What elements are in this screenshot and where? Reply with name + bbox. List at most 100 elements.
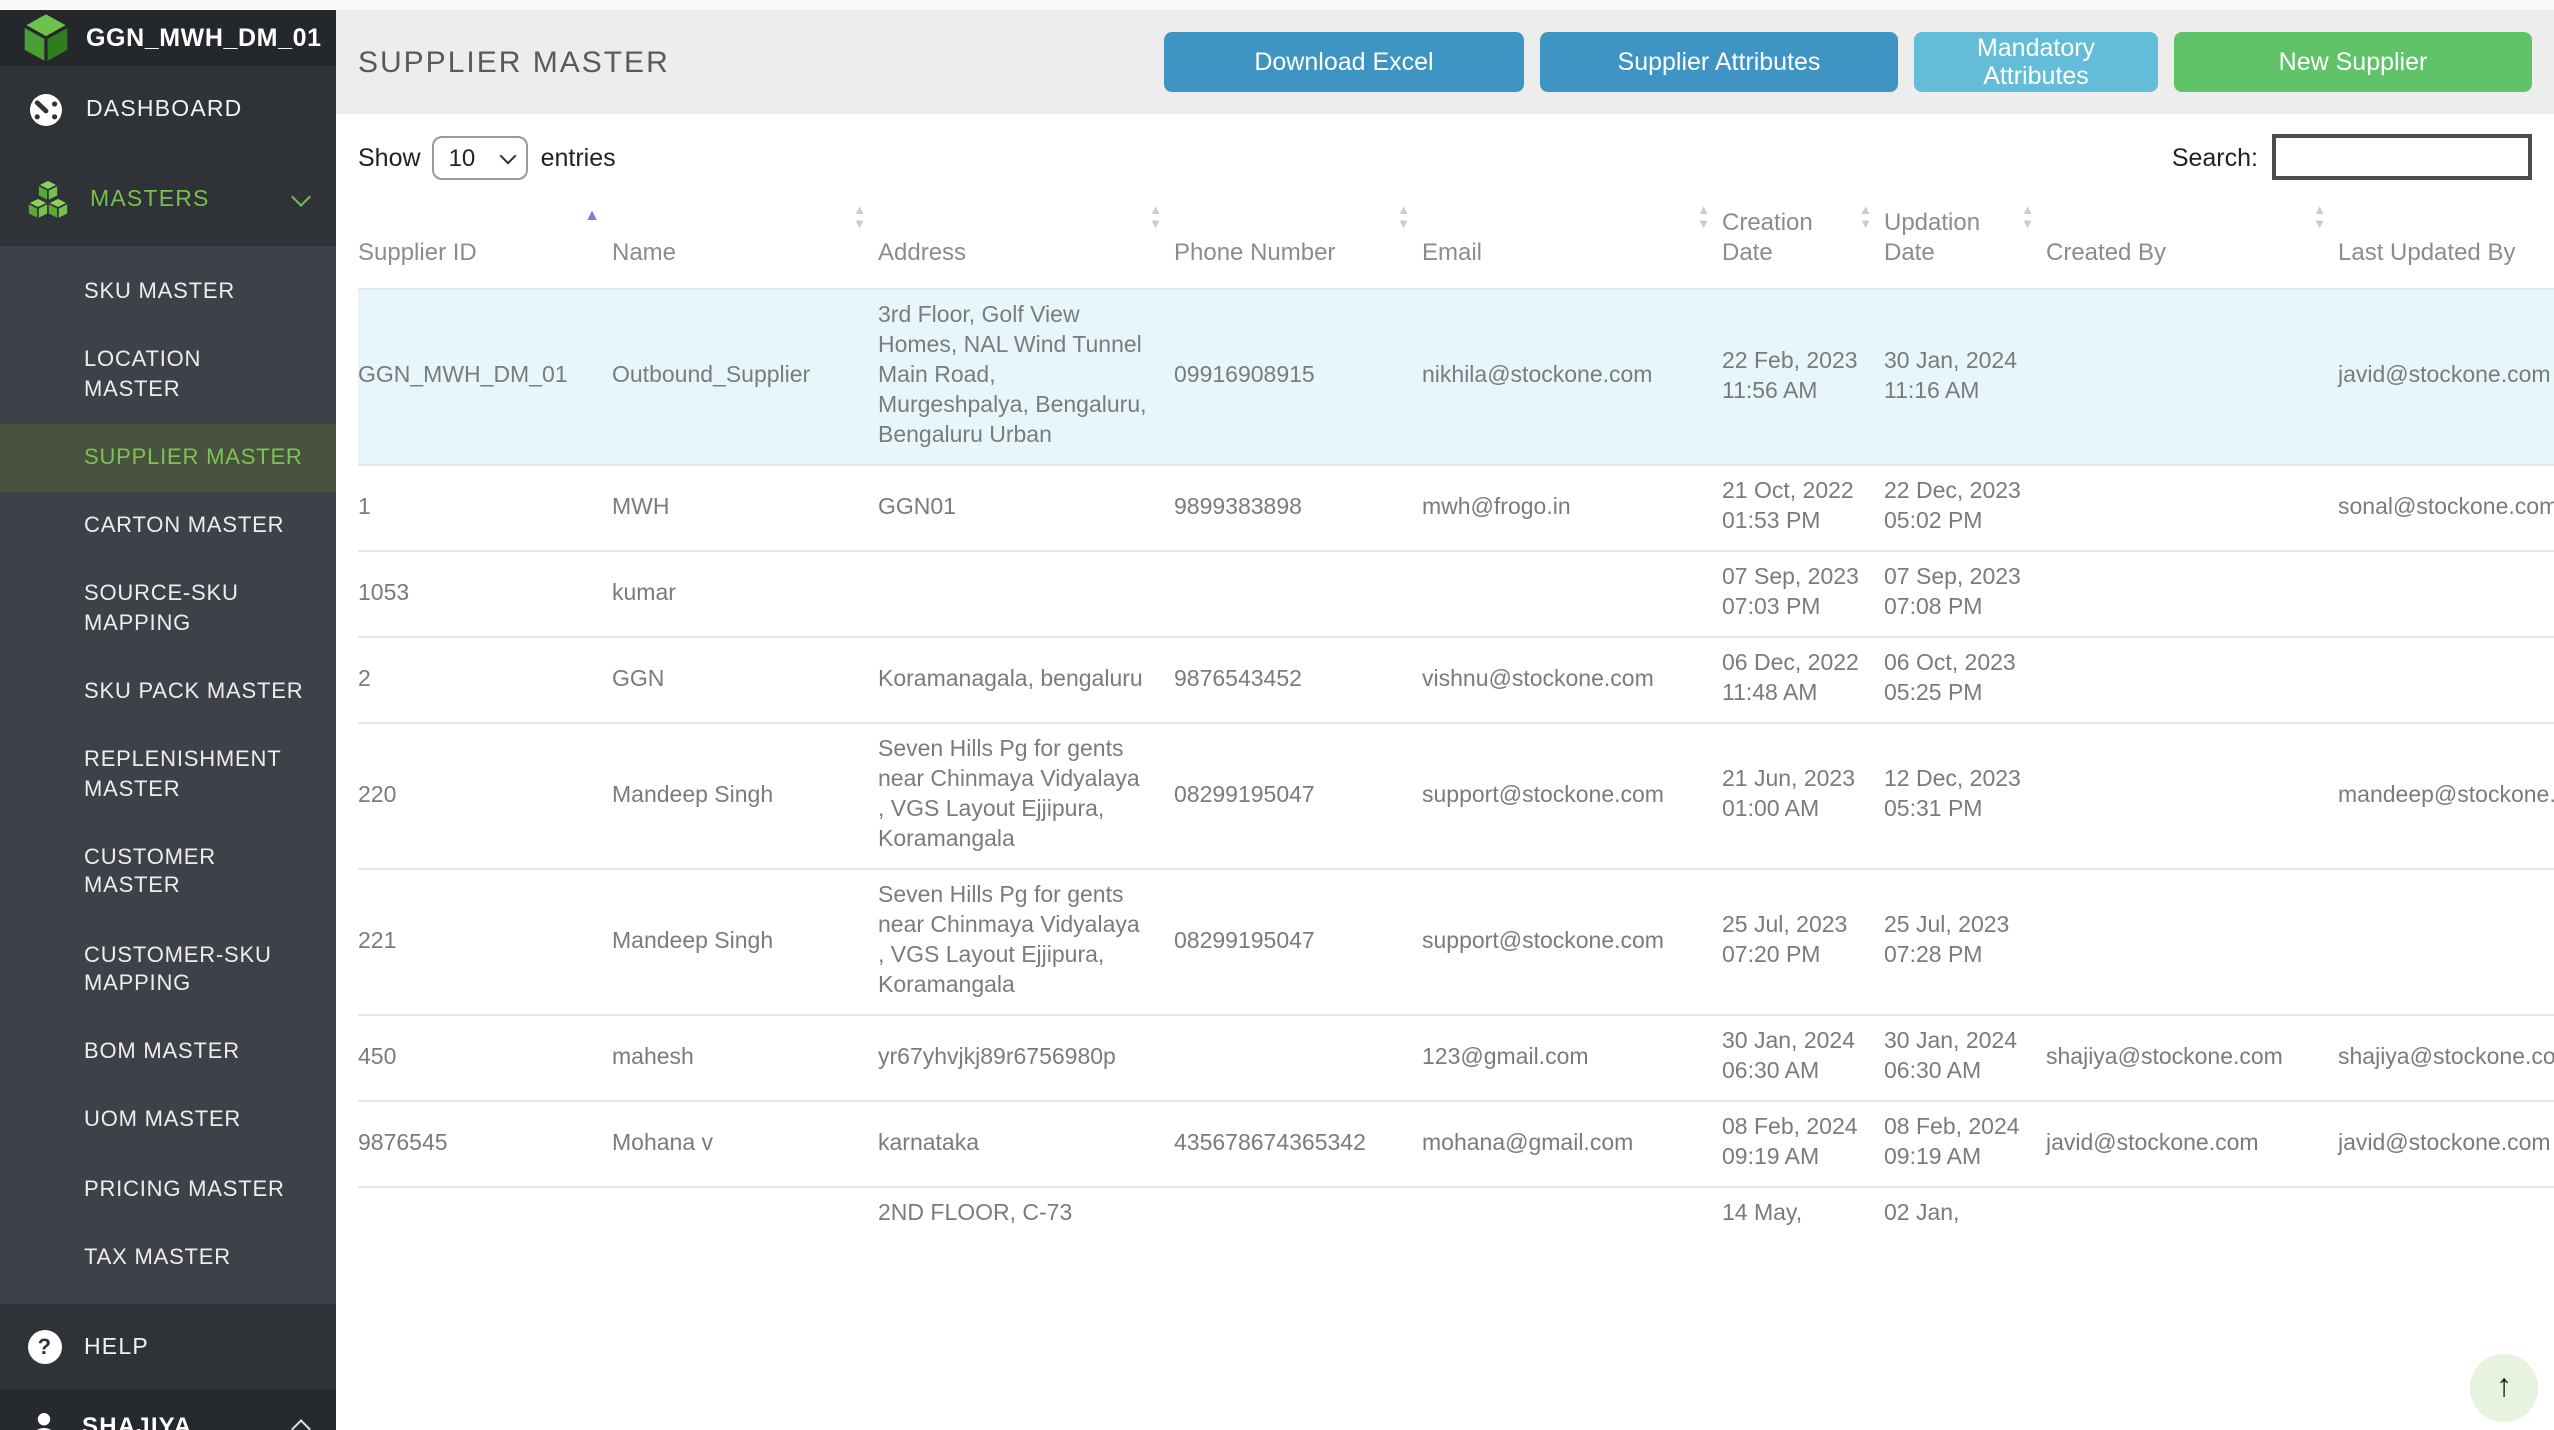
- cell-updated: 12 Dec, 2023 05:31 PM: [1884, 722, 2046, 869]
- cell-email: nikhila@stockone.com: [1422, 288, 1722, 465]
- sidebar-item-location-master[interactable]: LOCATION MASTER: [84, 348, 202, 402]
- sidebar-item-masters[interactable]: MASTERS: [0, 154, 336, 246]
- cell-name: mahesh: [612, 1014, 878, 1101]
- supplier-table-body: GGN_MWH_DM_01 Outbound_Supplier 3rd Floor,…: [358, 288, 2554, 1242]
- cell-created: 30 Jan, 2024 06:30 AM: [1722, 1014, 1884, 1101]
- top-strip: [0, 0, 2554, 10]
- cell-address: Koramanagala, bengaluru: [878, 636, 1174, 723]
- show-label: Show: [358, 143, 421, 171]
- new-supplier-button[interactable]: New Supplier: [2174, 32, 2532, 92]
- page-header: SUPPLIER MASTER Download Excel Supplier …: [336, 10, 2554, 114]
- sidebar: GGN_MWH_DM_01 « DASHBOARD: [0, 10, 336, 1430]
- sidebar-item-pricing-master[interactable]: PRICING MASTER: [84, 1177, 285, 1202]
- search-input[interactable]: [2272, 134, 2532, 180]
- sidebar-item-carton-master[interactable]: CARTON MASTER: [84, 514, 285, 539]
- cell-created: 21 Oct, 2022 01:53 PM: [1722, 464, 1884, 551]
- sort-icon: ▲ ▼: [853, 204, 866, 233]
- user-menu[interactable]: SHAJIYA: [28, 1411, 311, 1430]
- sidebar-item-uom-master[interactable]: UOM MASTER: [84, 1108, 242, 1133]
- cell-id: 2: [358, 636, 612, 723]
- cell-updated: 02 Jan,: [1884, 1186, 2046, 1242]
- sidebar-item-sku-pack-master[interactable]: SKU PACK MASTER: [84, 680, 304, 705]
- sidebar-item-customer-master[interactable]: CUSTOMER MASTER: [84, 845, 216, 899]
- cell-phone: 09916908915: [1174, 288, 1422, 465]
- table-panel: Show 10 entries Search:: [336, 114, 2554, 1430]
- cell-updated-by: javid@stockone.com: [2338, 1100, 2554, 1187]
- column-label: Email: [1422, 238, 1483, 266]
- column-label: Phone Number: [1174, 238, 1336, 266]
- cell-id: 221: [358, 868, 612, 1015]
- table-row[interactable]: GGN_MWH_DM_01 Outbound_Supplier 3rd Floor,…: [358, 288, 2554, 465]
- cell-created: 08 Feb, 2024 09:19 AM: [1722, 1100, 1884, 1187]
- page-size-select[interactable]: 10: [432, 135, 529, 179]
- user-block: SHAJIYA v3.64.2: [0, 1390, 336, 1430]
- cell-updated-by: javid@stockone.com: [2338, 288, 2554, 465]
- table-row[interactable]: 2 GGN Koramanagala, bengaluru 9876543452 vis…: [358, 636, 2554, 723]
- column-header-supplier-id[interactable]: Supplier ID ▲: [358, 196, 612, 289]
- person-icon: [28, 1411, 60, 1430]
- sidebar-item-bom-master[interactable]: BOM MASTER: [84, 1040, 240, 1065]
- sidebar-item-tax-master[interactable]: TAX MASTER: [84, 1246, 231, 1271]
- warehouse-name: GGN_MWH_DM_01: [86, 24, 322, 52]
- column-header-last-updated-by[interactable]: Last Updated By▲▼: [2338, 196, 2554, 289]
- cell-updated: 22 Dec, 2023 05:02 PM: [1884, 464, 2046, 551]
- cell-created-by: [2046, 868, 2338, 1015]
- cell-updated: 30 Jan, 2024 06:30 AM: [1884, 1014, 2046, 1101]
- cell-name: [612, 1186, 878, 1242]
- cell-created-by: [2046, 464, 2338, 551]
- cell-email: mohana@gmail.com: [1422, 1100, 1722, 1187]
- column-header-created-by[interactable]: Created By ▲ ▼: [2046, 196, 2338, 289]
- cell-phone: 08299195047: [1174, 722, 1422, 869]
- column-label: Created By: [2046, 238, 2167, 266]
- table-row[interactable]: 450 mahesh yr67yhvjkj89r6756980p 123@gmail.…: [358, 1014, 2554, 1101]
- cell-updated: 30 Jan, 2024 11:16 AM: [1884, 288, 2046, 465]
- cell-phone: [1174, 550, 1422, 637]
- sidebar-item-sku-master[interactable]: SKU MASTER: [84, 280, 236, 304]
- column-header-email[interactable]: Email ▲ ▼: [1422, 196, 1722, 289]
- sidebar-item-replenishment-master[interactable]: REPLENISHMENT MASTER: [84, 748, 282, 802]
- sidebar-item-label: HELP: [84, 1335, 149, 1360]
- table-row[interactable]: 1 MWH GGN01 9899383898 mwh@frogo.in 21 Oct, 2…: [358, 464, 2554, 551]
- cell-email: 123@gmail.com: [1422, 1014, 1722, 1101]
- table-row[interactable]: 220 Mandeep Singh Seven Hills Pg for gents…: [358, 722, 2554, 869]
- table-row[interactable]: 1053 kumar 07 Sep, 2023 07:03 PM 07 Sep, 20…: [358, 550, 2554, 637]
- table-row[interactable]: 221 Mandeep Singh Seven Hills Pg for gents…: [358, 868, 2554, 1015]
- sort-icon: ▲ ▼: [2313, 204, 2326, 233]
- supplier-attributes-button[interactable]: Supplier Attributes: [1540, 32, 1898, 92]
- column-header-name[interactable]: Name ▲ ▼: [612, 196, 878, 289]
- table-row[interactable]: 2ND FLOOR, C-73 14 May, 02 Jan,: [358, 1186, 2554, 1242]
- cell-created-by: [2046, 550, 2338, 637]
- cell-phone: [1174, 1014, 1422, 1101]
- dashboard-gauge-icon: [28, 92, 64, 128]
- cell-phone: 08299195047: [1174, 868, 1422, 1015]
- sidebar-item-help[interactable]: ? HELP: [0, 1305, 336, 1391]
- cell-address: Seven Hills Pg for gents near Chinmaya V…: [878, 722, 1174, 869]
- cell-email: [1422, 550, 1722, 637]
- sort-icon: ▲ ▼: [2021, 204, 2034, 233]
- cell-email: support@stockone.com: [1422, 868, 1722, 1015]
- page-title: SUPPLIER MASTER: [358, 45, 670, 79]
- sidebar-item-source-sku-mapping[interactable]: SOURCE-SKU MAPPING: [84, 582, 239, 636]
- sidebar-item-dashboard[interactable]: DASHBOARD: [0, 66, 336, 154]
- sidebar-item-supplier-master[interactable]: SUPPLIER MASTER: [0, 423, 336, 493]
- entries-label: entries: [540, 143, 616, 171]
- column-header-address[interactable]: Address ▲ ▼: [878, 196, 1174, 289]
- sidebar-item-customer-sku-mapping[interactable]: CUSTOMER-SKU MAPPING: [84, 943, 272, 996]
- cell-updated: 08 Feb, 2024 09:19 AM: [1884, 1100, 2046, 1187]
- column-header-updation-date[interactable]: Updation Date ▲ ▼: [1884, 196, 2046, 289]
- cell-name: Mandeep Singh: [612, 868, 878, 1015]
- cell-name: kumar: [612, 550, 878, 637]
- cell-created-by: [2046, 722, 2338, 869]
- cell-email: [1422, 1186, 1722, 1242]
- mandatory-attributes-button[interactable]: Mandatory Attributes: [1914, 32, 2158, 92]
- column-header-phone-number[interactable]: Phone Number ▲ ▼: [1174, 196, 1422, 289]
- column-header-creation-date[interactable]: Creation Date ▲ ▼: [1722, 196, 1884, 289]
- table-row[interactable]: 9876545 Mohana v karnataka 435678674365342 m…: [358, 1100, 2554, 1187]
- cell-id: GGN_MWH_DM_01: [358, 288, 612, 465]
- scroll-to-top-button[interactable]: ↑: [2470, 1354, 2538, 1422]
- sort-icon: ▲ ▼: [1397, 204, 1410, 233]
- cell-id: [358, 1186, 612, 1242]
- cell-email: support@stockone.com: [1422, 722, 1722, 869]
- download-excel-button[interactable]: Download Excel: [1164, 32, 1524, 92]
